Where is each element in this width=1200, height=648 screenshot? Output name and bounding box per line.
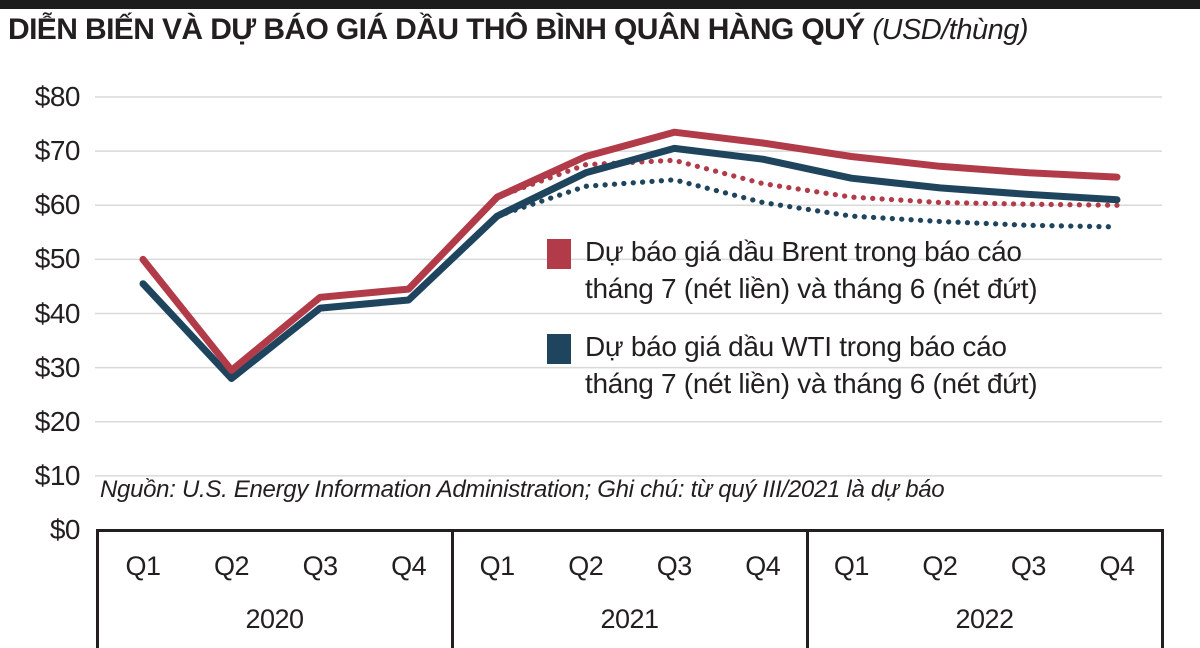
y-axis-label: $70 [34, 135, 81, 167]
quarter-label: Q2 [922, 551, 958, 581]
year-label: 2022 [955, 604, 1014, 634]
quarter-label: Q2 [214, 551, 250, 581]
series-line [139, 128, 1121, 374]
y-axis-label: $20 [34, 405, 81, 437]
x-axis-separator [806, 529, 809, 648]
series-line [494, 157, 1120, 208]
x-axis-separator [1161, 529, 1164, 648]
y-axis-label: $40 [34, 297, 81, 329]
brent-color-swatch [547, 239, 571, 269]
series-line [494, 177, 1120, 230]
x-axis-top-border [97, 529, 1163, 532]
quarter-label: Q1 [125, 551, 161, 581]
legend-item-brent: Dự báo giá dầu Brent trong báo cáo tháng… [547, 233, 1038, 307]
y-axis-label: $30 [34, 351, 81, 383]
x-axis-separator [96, 529, 99, 648]
quarter-label: Q4 [391, 551, 427, 581]
top-accent-bar [0, 0, 1200, 9]
quarter-label: Q3 [656, 551, 693, 581]
page-title: DIỄN BIẾN VÀ DỰ BÁO GIÁ DẦU THÔ BÌNH QUÂ… [8, 13, 1200, 47]
series-line [139, 144, 1121, 382]
quarter-label: Q4 [1099, 551, 1135, 581]
quarter-label: Q1 [833, 551, 870, 581]
quarter-label: Q1 [479, 551, 516, 581]
quarter-label: Q3 [302, 551, 339, 581]
legend-label-wti: Dự báo giá dầu WTI trong báo cáo tháng 7… [585, 331, 1038, 399]
x-axis-separator [451, 529, 454, 648]
wti-color-swatch [547, 334, 571, 364]
source-note: Nguồn: U.S. Energy Information Administr… [100, 476, 945, 503]
year-label: 2020 [245, 604, 304, 634]
year-label: 2021 [600, 604, 659, 634]
legend-label-brent: Dự báo giá dầu Brent trong báo cáo tháng… [585, 236, 1038, 304]
y-axis-label: $0 [49, 514, 81, 545]
y-axis-label: $10 [34, 459, 81, 491]
unit-label: (USD/thùng) [872, 14, 1029, 46]
y-axis-label: $50 [34, 243, 81, 275]
y-axis-label: $60 [34, 189, 81, 221]
legend-item-wti: Dự báo giá dầu WTI trong báo cáo tháng 7… [547, 328, 1038, 402]
quarter-label: Q2 [568, 551, 604, 581]
title-text: DIỄN BIẾN VÀ DỰ BÁO GIÁ DẦU THÔ BÌNH QUÂ… [8, 13, 865, 46]
quarter-label: Q3 [1010, 551, 1047, 581]
y-axis-label: $80 [34, 81, 81, 112]
quarter-label: Q4 [745, 551, 781, 581]
